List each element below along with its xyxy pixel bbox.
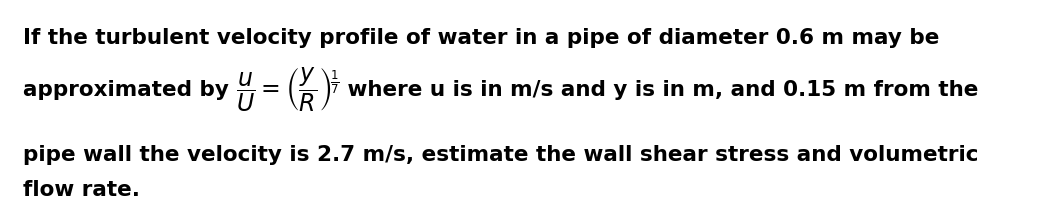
- Text: flow rate.: flow rate.: [23, 180, 140, 200]
- Text: $\dfrac{u}{U} = \left(\dfrac{y}{R}\right)^{\!\frac{1}{7}}$: $\dfrac{u}{U} = \left(\dfrac{y}{R}\right…: [236, 66, 340, 114]
- Text: approximated by: approximated by: [23, 80, 236, 100]
- Text: pipe wall the velocity is 2.7 m/s, estimate the wall shear stress and volumetric: pipe wall the velocity is 2.7 m/s, estim…: [23, 145, 979, 165]
- Text: If the turbulent velocity profile of water in a pipe of diameter 0.6 m may be: If the turbulent velocity profile of wat…: [23, 28, 940, 48]
- Text: where u is in m/s and y is in m, and 0.15 m from the: where u is in m/s and y is in m, and 0.1…: [340, 80, 979, 100]
